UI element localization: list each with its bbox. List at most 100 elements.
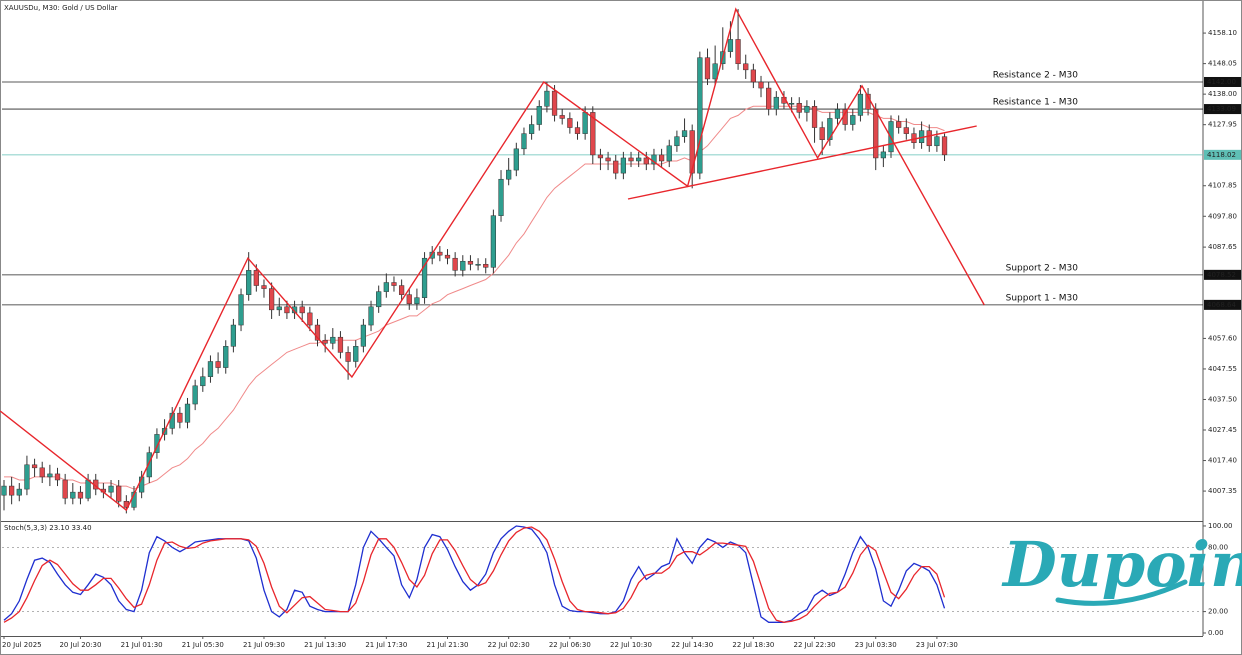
candle-body <box>460 260 466 271</box>
candle-body <box>345 352 351 362</box>
candle-body <box>383 282 389 292</box>
candle-body <box>498 178 504 216</box>
logo-text: Dupoin <box>1001 528 1242 601</box>
candle-body <box>528 124 535 134</box>
candle-body <box>590 112 596 156</box>
last-price-bg <box>1204 149 1241 160</box>
y-tick-label: 100.00 <box>1208 522 1233 530</box>
candle-body <box>506 169 512 180</box>
candle-body <box>223 346 229 368</box>
candle-body <box>39 467 45 478</box>
candle-body <box>116 485 122 502</box>
candle-body <box>452 257 458 271</box>
candle-body <box>605 157 611 162</box>
candle-body <box>238 294 244 326</box>
candle-body <box>613 160 619 174</box>
candle-body <box>712 63 718 80</box>
candle-body <box>597 154 604 159</box>
candle-body <box>766 87 772 110</box>
level-price-label: 4068.64 <box>1207 301 1236 309</box>
candle-body <box>9 485 15 496</box>
candle-body <box>483 264 489 268</box>
candle-body <box>819 127 825 140</box>
candle-body <box>314 324 321 341</box>
candle-body <box>681 130 688 137</box>
candle-body <box>903 127 909 134</box>
candle-body <box>896 121 902 128</box>
y-tick-label: 4127.95 <box>1208 121 1237 129</box>
x-tick-label: 21 Jul 21:30 <box>427 641 469 649</box>
y-tick-label: 4158.10 <box>1208 29 1237 37</box>
candle-body <box>727 39 734 52</box>
candle-body <box>429 251 435 259</box>
level-name: Resistance 1 - M30 <box>993 98 1079 108</box>
candle-body <box>284 306 290 314</box>
candle-body <box>796 103 802 113</box>
candle-body <box>77 491 84 499</box>
y-tick-label: 4007.35 <box>1208 487 1237 495</box>
candle-body <box>70 491 76 499</box>
price-label-bg <box>1204 104 1241 115</box>
level-price-label: 4142.00 <box>1207 78 1236 86</box>
candle-body <box>444 254 451 259</box>
candle-body <box>276 306 282 311</box>
moving-average <box>4 105 945 490</box>
candle-body <box>735 39 741 65</box>
candle-body <box>31 464 38 469</box>
x-tick-label: 22 Jul 22:30 <box>794 641 836 649</box>
x-tick-label: 22 Jul 06:30 <box>549 641 591 649</box>
y-tick-label: 4138.00 <box>1208 90 1237 98</box>
candle-body <box>330 336 336 344</box>
level-price-label: 4133.09 <box>1207 105 1236 113</box>
price-label-bg <box>1204 269 1241 280</box>
candle-body <box>658 154 665 162</box>
candle-body <box>154 434 160 453</box>
candle-body <box>666 145 672 162</box>
candle-body <box>368 306 374 326</box>
candle-body <box>689 130 695 174</box>
candle-body <box>414 297 420 305</box>
logo-swoosh <box>1055 579 1188 606</box>
y-tick-label: 4027.45 <box>1208 426 1237 434</box>
candle-body <box>758 81 764 89</box>
candle-body <box>253 270 259 286</box>
candle-body <box>880 151 886 159</box>
level-name: Resistance 2 - M30 <box>993 70 1079 80</box>
candle-body <box>437 251 443 256</box>
candle-body <box>47 473 53 478</box>
candle-body <box>406 294 412 305</box>
candle-body <box>521 133 527 150</box>
candle-body <box>398 285 405 295</box>
candle-body <box>620 157 626 174</box>
trendline <box>627 125 977 200</box>
y-tick-label: 4017.40 <box>1208 457 1237 465</box>
candle-body <box>834 109 841 119</box>
x-tick-label: 21 Jul 01:30 <box>121 641 163 649</box>
y-tick-label: 4087.65 <box>1208 243 1237 251</box>
candle-body <box>200 376 206 387</box>
x-tick-label: 21 Jul 09:30 <box>243 641 285 649</box>
x-tick-label: 20 Jul 2025 <box>2 641 42 649</box>
x-tick-label: 21 Jul 13:30 <box>304 641 346 649</box>
x-tick-label: 20 Jul 20:30 <box>59 641 101 649</box>
candle-body <box>54 473 61 481</box>
candle-body <box>551 90 558 116</box>
candle-body <box>513 148 519 171</box>
candle-body <box>322 339 328 344</box>
y-tick-label: 4097.80 <box>1208 212 1237 220</box>
candle-body <box>16 488 22 496</box>
candle-body <box>941 136 948 156</box>
candle-body <box>873 109 879 159</box>
candle-body <box>261 285 267 289</box>
candle-body <box>544 90 550 107</box>
candle-body <box>743 63 749 71</box>
stoch-line <box>3 526 946 623</box>
candle-body <box>857 93 864 116</box>
candle-body <box>475 264 481 266</box>
x-tick-label: 22 Jul 14:30 <box>671 641 713 649</box>
candle-body <box>207 361 214 377</box>
candle-body <box>269 288 275 311</box>
candle-body <box>926 130 932 147</box>
